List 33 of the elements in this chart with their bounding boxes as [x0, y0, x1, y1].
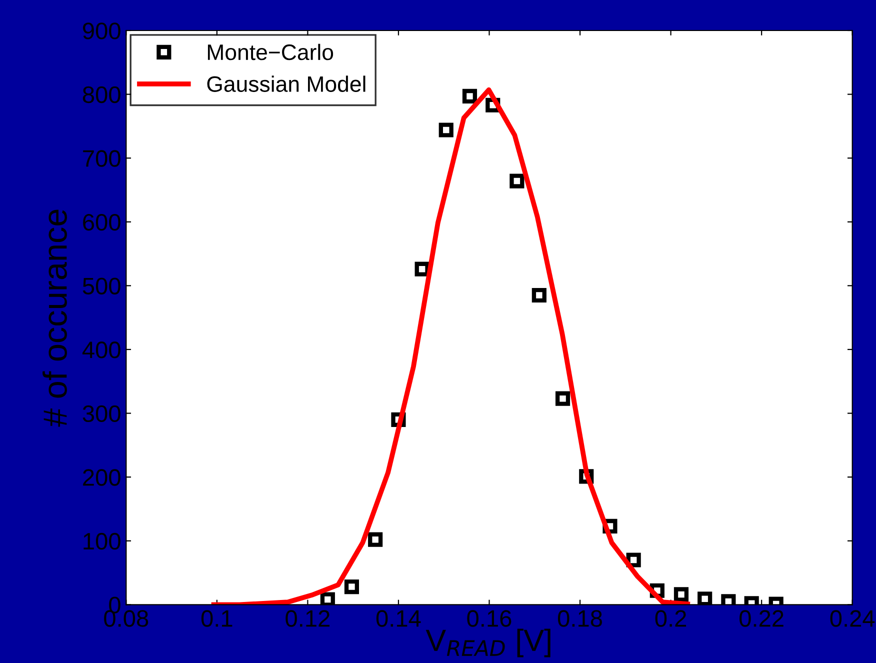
x-tick-label: 0.24	[830, 610, 875, 627]
point	[438, 122, 454, 138]
y-tick-label: 200	[83, 469, 120, 486]
x-tick-label: 0.1	[201, 610, 232, 627]
point	[510, 174, 524, 188]
point	[320, 592, 335, 605]
point	[368, 532, 383, 547]
point	[414, 262, 430, 276]
y-tick-label: 100	[84, 532, 120, 550]
point	[698, 592, 712, 605]
point	[344, 580, 360, 594]
y-tick-label: 500	[82, 278, 120, 294]
x-tick-label: 0.22	[740, 610, 784, 627]
x-tick-label: 0.14	[376, 610, 421, 627]
point	[532, 288, 546, 303]
legend-label: Gaussian Model	[207, 76, 366, 92]
y-tick-label: 400	[82, 342, 120, 358]
x-tick-label: 0.18	[558, 610, 602, 627]
point	[462, 88, 478, 104]
point	[674, 587, 689, 602]
x-tick-label: 0.2	[655, 610, 686, 627]
point	[626, 552, 641, 568]
x-tick-label: 0.12	[286, 610, 330, 627]
y-tick-label: 900	[83, 22, 120, 40]
y-tick-label: 600	[83, 214, 120, 231]
point	[555, 391, 570, 406]
y-tick-label: 300	[82, 405, 120, 422]
legend-label: Monte−Carlo	[208, 44, 334, 60]
y-axis-title: # of occurance	[42, 210, 67, 427]
y-tick-label: 700	[83, 150, 120, 167]
y-tick-label: 800	[82, 86, 120, 104]
x-axis-title: V$_{READ}$ [V]	[426, 628, 550, 658]
x-tick-label: 0.16	[467, 610, 512, 627]
